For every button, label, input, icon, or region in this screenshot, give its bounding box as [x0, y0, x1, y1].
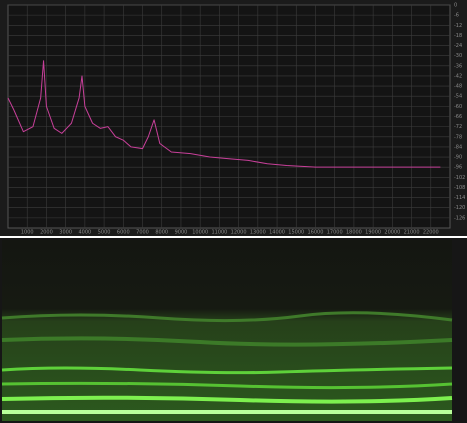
x-tick-label: 4000	[79, 230, 92, 236]
x-tick-label: 9000	[175, 230, 188, 236]
y-tick-label: -42	[454, 73, 462, 79]
x-tick-label: 6000	[117, 230, 130, 236]
x-tick-label: 10000	[192, 230, 208, 236]
spectrum-plot: 0 -6 -12 -18 -24 -30 -36 -42 -48 -54 -60 -66 -72 -78 -…	[8, 3, 465, 236]
y-tick-label: -90	[454, 155, 462, 161]
x-tick-label: 15000	[288, 230, 304, 236]
y-tick-label: -48	[454, 84, 462, 90]
x-tick-label: 3000	[59, 230, 72, 236]
x-tick-label: 18000	[346, 230, 362, 236]
x-tick-label: 11000	[211, 230, 227, 236]
y-tick-label: -12	[454, 23, 462, 29]
x-tick-label: 12000	[231, 230, 247, 236]
y-tick-label: -18	[454, 33, 462, 39]
y-tick-label: -30	[454, 53, 462, 59]
y-tick-label: -114	[454, 195, 465, 201]
y-tick-label: -102	[454, 175, 465, 181]
x-tick-label: 14000	[269, 230, 285, 236]
spectrogram	[2, 240, 452, 421]
y-tick-label: -6	[454, 13, 459, 19]
x-tick-label: 21000	[404, 230, 420, 236]
x-tick-label: 16000	[308, 230, 324, 236]
y-tick-label: 0	[454, 3, 457, 9]
x-tick-label: 8000	[155, 230, 168, 236]
x-tick-label: 5000	[98, 230, 111, 236]
y-tick-label: -84	[454, 144, 462, 150]
y-tick-label: -66	[454, 114, 462, 120]
spectrogram-background	[2, 240, 452, 421]
y-tick-label: -108	[454, 185, 465, 191]
y-tick-label: -24	[454, 43, 462, 49]
x-tick-label: 20000	[384, 230, 400, 236]
x-tick-label: 1000	[21, 230, 34, 236]
y-tick-label: -120	[454, 205, 465, 211]
x-tick-label: 22000	[423, 230, 439, 236]
y-tick-label: -72	[454, 124, 462, 130]
x-tick-label: 19000	[365, 230, 381, 236]
y-tick-label: -78	[454, 134, 462, 140]
x-tick-label: 13000	[250, 230, 266, 236]
y-tick-label: -54	[454, 94, 462, 100]
analyzer-window: 0 -6 -12 -18 -24 -30 -36 -42 -48 -54 -60 -66 -72 -78 -…	[0, 0, 467, 423]
x-tick-label: 7000	[136, 230, 149, 236]
y-tick-label: -60	[454, 104, 462, 110]
y-tick-label: -36	[454, 63, 462, 69]
x-tick-label: 2000	[40, 230, 53, 236]
y-tick-label: -96	[454, 165, 462, 171]
y-tick-label: -126	[454, 215, 465, 221]
x-tick-label: 17000	[327, 230, 343, 236]
